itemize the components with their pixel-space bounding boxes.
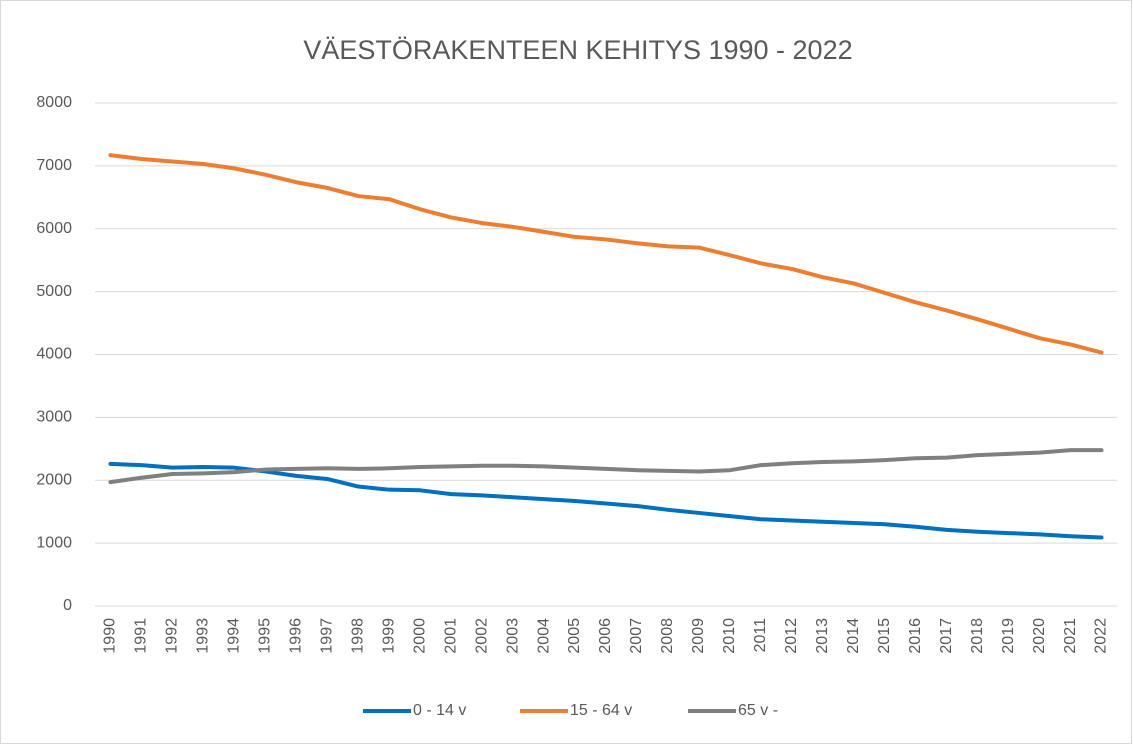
legend-label: 65 v - (738, 702, 778, 719)
y-tick-label: 3000 (36, 409, 72, 426)
legend-label: 0 - 14 v (413, 702, 466, 719)
x-tick-label: 2015 (876, 618, 893, 654)
y-tick-label: 0 (63, 597, 72, 614)
x-tick-label: 2004 (535, 618, 552, 654)
x-tick-label: 2008 (659, 618, 676, 654)
x-tick-label: 2022 (1093, 618, 1110, 654)
x-tick-label: 2009 (690, 618, 707, 654)
x-tick-label: 2006 (597, 618, 614, 654)
x-tick-label: 2013 (814, 618, 831, 654)
x-tick-label: 2011 (752, 618, 769, 653)
x-tick-label: 2017 (938, 618, 955, 654)
x-tick-label: 2003 (504, 618, 521, 654)
y-tick-label: 6000 (36, 220, 72, 237)
legend-label: 15 - 64 v (570, 702, 632, 719)
x-tick-label: 1994 (226, 618, 243, 654)
x-tick-label: 2002 (473, 618, 490, 654)
y-tick-label: 1000 (36, 534, 72, 551)
x-tick-label: 2021 (1062, 618, 1079, 654)
x-tick-label: 1999 (380, 618, 397, 654)
x-tick-label: 1996 (288, 618, 305, 654)
x-tick-label: 1997 (318, 618, 335, 654)
x-tick-label: 1993 (195, 618, 212, 654)
x-tick-label: 2001 (442, 618, 459, 654)
x-tick-label: 2000 (411, 618, 428, 654)
y-tick-label: 8000 (36, 94, 72, 111)
y-tick-label: 4000 (36, 346, 72, 363)
x-tick-label: 2010 (721, 618, 738, 654)
x-tick-label: 1991 (133, 618, 150, 654)
x-tick-label: 2005 (566, 618, 583, 654)
series-line (108, 448, 1104, 485)
series-line (108, 153, 1104, 355)
x-tick-label: 2019 (1000, 618, 1017, 654)
x-tick-label: 2012 (783, 618, 800, 654)
series-line (108, 461, 1104, 540)
x-tick-label: 1998 (349, 618, 366, 654)
x-tick-label: 2016 (907, 618, 924, 654)
x-tick-label: 2020 (1031, 618, 1048, 654)
y-tick-label: 2000 (36, 471, 72, 488)
x-tick-label: 1990 (102, 618, 119, 654)
y-tick-label: 7000 (36, 157, 72, 174)
chart-title: VÄESTÖRAKENTEEN KEHITYS 1990 - 2022 (303, 35, 852, 65)
x-tick-label: 2018 (969, 618, 986, 654)
x-tick-label: 1995 (257, 618, 274, 654)
x-tick-label: 1992 (164, 618, 181, 654)
x-tick-label: 2014 (845, 618, 862, 654)
x-tick-label: 2007 (628, 618, 645, 654)
y-tick-label: 5000 (36, 283, 72, 300)
